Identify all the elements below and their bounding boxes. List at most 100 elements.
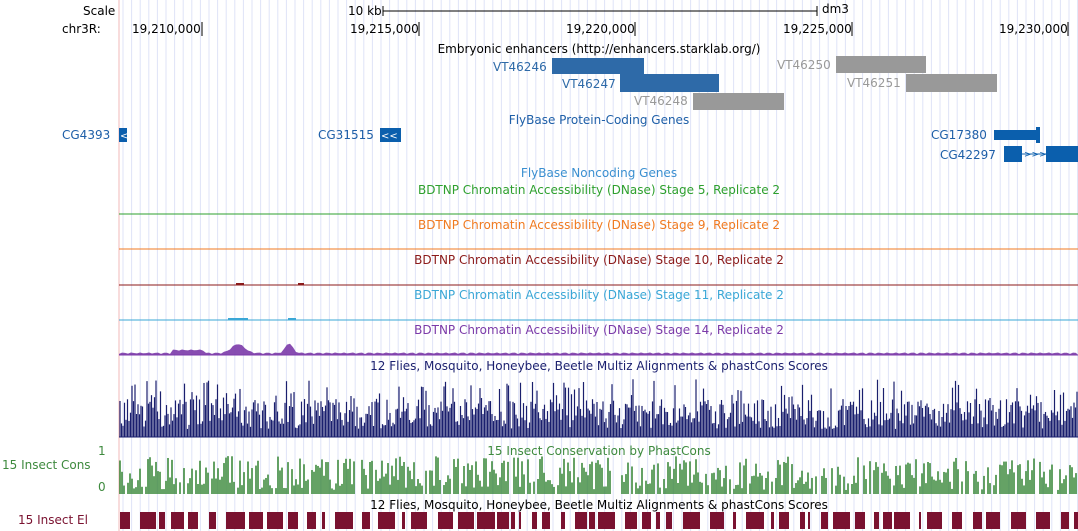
gene-label[interactable]: CG17380 [931, 128, 987, 142]
dnase-signal-area [119, 343, 1078, 355]
insect-el-element [532, 512, 537, 529]
chrom-label: chr3R: [62, 22, 101, 36]
gene-feature [119, 128, 127, 142]
insect-el-element [710, 512, 724, 529]
gene-feature [1036, 127, 1040, 143]
dnase-stage9-title[interactable]: BDTNP Chromatin Accessibility (DNase) St… [417, 218, 781, 232]
enhancer-label[interactable]: VT46251 [847, 76, 901, 90]
insect-el-element [927, 512, 942, 529]
insect-el-element [1061, 512, 1069, 529]
insect-el-element [800, 512, 805, 529]
insect-el-element [771, 512, 774, 529]
insect-cons-track-title[interactable]: 15 Insect Conservation by PhastCons [487, 444, 711, 458]
insect-el-element [666, 512, 672, 529]
position-label: 19,220,000 [566, 22, 635, 36]
dnase-signal-peak [298, 283, 304, 285]
insect-el-element [288, 512, 298, 529]
insect-el-element [561, 512, 565, 529]
dnase-stage11-title[interactable]: BDTNP Chromatin Accessibility (DNase) St… [414, 288, 784, 302]
insect-el-element [642, 512, 651, 529]
insect-el-element [542, 512, 550, 529]
enhancer-feature [836, 56, 926, 73]
insect-el-element [209, 512, 216, 529]
coding-genes-track-title[interactable]: FlyBase Protein-Coding Genes [508, 113, 690, 127]
enhancer-feature [552, 58, 644, 74]
enhancer-label[interactable]: VT46248 [634, 94, 688, 108]
dnase-signal-peak [288, 318, 296, 320]
dnase-signal-peak [228, 318, 248, 320]
insect-el-element [874, 512, 879, 529]
gene-feature [994, 130, 1039, 140]
position-label: 19,230,000 [999, 22, 1068, 36]
scale-label: Scale [83, 4, 116, 18]
gene-label[interactable]: CG31515 [318, 128, 374, 142]
insect-el-element [226, 512, 245, 529]
insect-el-element [821, 512, 828, 529]
insect-el-element [598, 512, 615, 529]
insect-el-element [335, 512, 353, 529]
insect-el-element [1011, 512, 1026, 529]
noncoding-genes-track-title[interactable]: FlyBase Noncoding Genes [520, 166, 678, 180]
insect-el-element [683, 512, 700, 529]
insect-el-element [438, 512, 453, 529]
gene-label[interactable]: CG42297 [940, 148, 996, 162]
dnase-signal-peak [236, 283, 244, 285]
insect-el-element [402, 512, 405, 529]
multiz-track-title[interactable]: 12 Flies, Mosquito, Honeybee, Beetle Mul… [370, 359, 828, 373]
gene-feature [1046, 146, 1078, 162]
insect-el-element [322, 512, 325, 529]
insect-cons-ymin: 0 [98, 480, 106, 494]
gene-label[interactable]: CG4393 [62, 128, 111, 142]
insect-el-element [497, 512, 509, 529]
insect-el-track-title[interactable]: 12 Flies, Mosquito, Honeybee, Beetle Mul… [370, 498, 828, 512]
insect-el-element [411, 512, 427, 529]
enhancer-feature [620, 74, 719, 92]
dnase-stage5-title[interactable]: BDTNP Chromatin Accessibility (DNase) St… [417, 183, 781, 197]
assembly-label: dm3 [822, 2, 849, 16]
insect-el-element [746, 512, 764, 529]
gene-feature [380, 128, 401, 142]
insect-el-element [140, 512, 156, 529]
insect-el-element [589, 512, 595, 529]
insect-el-element [249, 512, 263, 529]
insect-el-element [779, 512, 789, 529]
insect-el-side-label[interactable]: 15 Insect El [18, 513, 88, 527]
dnase-stage14-title[interactable]: BDTNP Chromatin Accessibility (DNase) St… [414, 323, 784, 337]
strand-arrow-icon: >>> [1024, 150, 1047, 160]
enhancer-label[interactable]: VT46247 [562, 77, 616, 91]
insect-el-element [458, 512, 474, 529]
insect-el-element [378, 512, 395, 529]
insect-cons-side-label[interactable]: 15 Insect Cons [2, 458, 91, 472]
insect-el-element [855, 512, 865, 529]
strand-arrow-icon: < [120, 131, 128, 142]
insect-el-element [307, 512, 316, 529]
dnase-stage10-title[interactable]: BDTNP Chromatin Accessibility (DNase) St… [414, 253, 784, 267]
insect-cons-ymax: 1 [98, 444, 106, 458]
strand-arrow-icon: << [381, 131, 398, 142]
insect-el-element [267, 512, 283, 529]
enhancer-label[interactable]: VT46250 [777, 58, 831, 72]
insect-el-element [973, 512, 982, 529]
enhancer-feature [693, 93, 784, 110]
insect-el-element [919, 512, 921, 529]
gene-feature [1004, 146, 1022, 162]
position-label: 19,210,000 [132, 22, 201, 36]
insect-el-element [575, 512, 587, 529]
insect-el-element [894, 512, 910, 529]
insect-el-element [1036, 512, 1050, 529]
insect-el-element [171, 512, 184, 529]
insect-el-element [519, 512, 521, 529]
insect-el-element [625, 512, 637, 529]
position-label: 19,225,000 [783, 22, 852, 36]
insect-el-element [883, 512, 892, 529]
insect-el-element [477, 512, 495, 529]
insect-el-element [362, 512, 370, 529]
insect-el-element [808, 512, 810, 529]
enhancer-label[interactable]: VT46246 [493, 60, 547, 74]
enhancers-track-title[interactable]: Embryonic enhancers (http://enhancers.st… [437, 42, 761, 56]
insect-el-element [656, 512, 660, 529]
position-label: 19,215,000 [350, 22, 419, 36]
enhancer-feature [906, 74, 997, 92]
insect-el-element [159, 512, 165, 529]
